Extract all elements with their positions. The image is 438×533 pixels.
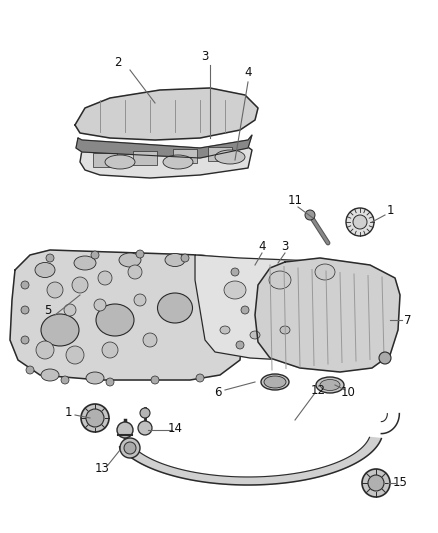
Circle shape xyxy=(196,374,204,382)
Circle shape xyxy=(21,336,29,344)
Circle shape xyxy=(61,376,69,384)
Circle shape xyxy=(120,438,140,458)
Circle shape xyxy=(94,299,106,311)
Ellipse shape xyxy=(105,155,135,169)
Circle shape xyxy=(353,215,367,229)
Ellipse shape xyxy=(96,304,134,336)
Circle shape xyxy=(91,251,99,259)
Text: 11: 11 xyxy=(287,193,303,206)
Text: 5: 5 xyxy=(44,303,52,317)
Text: 13: 13 xyxy=(95,462,110,474)
Circle shape xyxy=(143,333,157,347)
Text: 1: 1 xyxy=(386,204,394,216)
Text: 1: 1 xyxy=(64,406,72,418)
Bar xyxy=(208,147,232,161)
Bar xyxy=(93,153,117,167)
Polygon shape xyxy=(255,258,400,372)
Circle shape xyxy=(106,378,114,386)
Text: 14: 14 xyxy=(167,422,183,434)
Circle shape xyxy=(140,408,150,418)
Circle shape xyxy=(86,409,104,427)
Polygon shape xyxy=(80,145,252,178)
Circle shape xyxy=(72,277,88,293)
Ellipse shape xyxy=(220,326,230,334)
Text: 12: 12 xyxy=(311,384,325,397)
Ellipse shape xyxy=(261,374,289,390)
Circle shape xyxy=(36,341,54,359)
Ellipse shape xyxy=(35,262,55,278)
Circle shape xyxy=(98,271,112,285)
Circle shape xyxy=(231,268,239,276)
Text: 4: 4 xyxy=(258,240,266,254)
Ellipse shape xyxy=(280,326,290,334)
Circle shape xyxy=(241,306,249,314)
Polygon shape xyxy=(75,88,258,140)
Ellipse shape xyxy=(215,150,245,164)
Circle shape xyxy=(368,475,384,491)
Ellipse shape xyxy=(163,155,193,169)
Circle shape xyxy=(124,442,136,454)
Text: 10: 10 xyxy=(341,386,356,400)
Bar xyxy=(133,151,157,165)
Ellipse shape xyxy=(41,369,59,381)
Polygon shape xyxy=(10,250,260,380)
Circle shape xyxy=(346,208,374,236)
Circle shape xyxy=(236,341,244,349)
Text: 3: 3 xyxy=(281,240,289,254)
Circle shape xyxy=(151,376,159,384)
Circle shape xyxy=(362,469,390,497)
Ellipse shape xyxy=(320,379,340,391)
Polygon shape xyxy=(195,255,380,362)
Text: 2: 2 xyxy=(114,55,122,69)
Circle shape xyxy=(136,250,144,258)
Text: 6: 6 xyxy=(214,386,222,400)
Circle shape xyxy=(26,366,34,374)
Ellipse shape xyxy=(315,264,335,280)
Text: 4: 4 xyxy=(244,66,252,78)
Circle shape xyxy=(21,306,29,314)
Text: 15: 15 xyxy=(392,477,407,489)
Text: 7: 7 xyxy=(404,313,412,327)
Ellipse shape xyxy=(250,331,260,339)
Circle shape xyxy=(134,294,146,306)
Circle shape xyxy=(117,422,133,438)
Circle shape xyxy=(305,210,315,220)
Ellipse shape xyxy=(119,253,141,267)
Ellipse shape xyxy=(165,254,185,266)
Polygon shape xyxy=(120,438,381,485)
Circle shape xyxy=(379,352,391,364)
Ellipse shape xyxy=(316,377,344,393)
Text: 3: 3 xyxy=(201,51,208,63)
Circle shape xyxy=(138,421,152,435)
Circle shape xyxy=(128,265,142,279)
Ellipse shape xyxy=(158,293,192,323)
Circle shape xyxy=(46,254,54,262)
Bar xyxy=(173,149,197,163)
Circle shape xyxy=(21,281,29,289)
Circle shape xyxy=(47,282,63,298)
Ellipse shape xyxy=(86,372,104,384)
Polygon shape xyxy=(76,135,252,158)
Circle shape xyxy=(81,404,109,432)
Ellipse shape xyxy=(41,314,79,346)
Ellipse shape xyxy=(264,376,286,388)
Circle shape xyxy=(64,304,76,316)
Ellipse shape xyxy=(269,271,291,289)
Circle shape xyxy=(102,342,118,358)
Ellipse shape xyxy=(224,281,246,299)
Circle shape xyxy=(66,346,84,364)
Ellipse shape xyxy=(74,256,96,270)
Circle shape xyxy=(181,254,189,262)
